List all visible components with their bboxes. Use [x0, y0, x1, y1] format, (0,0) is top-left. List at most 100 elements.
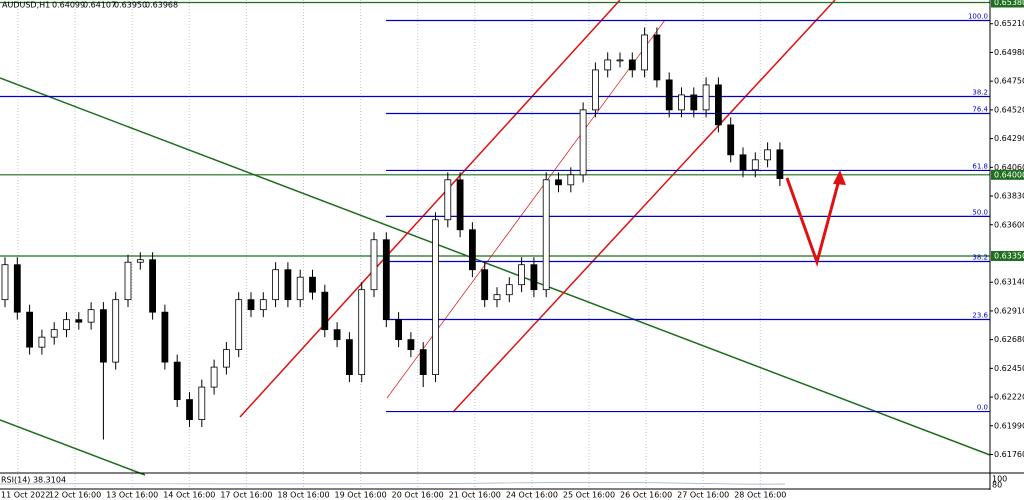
candle-body: [26, 311, 34, 348]
x-tick-label: 14 Oct 16:00: [163, 491, 215, 500]
y-tick-label: 0.62450: [994, 364, 1024, 373]
y-tick-label: 0.64060: [994, 163, 1024, 172]
candle-body: [468, 229, 476, 271]
candle-body: [75, 319, 83, 323]
candle-body: [592, 69, 599, 111]
levels: 100.0 76.4 61.8 50.0 38.2 23.6 0.0 38.2: [0, 1, 990, 413]
candle-body: [715, 84, 722, 126]
y-tick-label: 0.61760: [994, 450, 1024, 459]
y-tick-label: 0.64980: [994, 48, 1024, 57]
x-tick-label: 20 Oct 16:00: [392, 491, 444, 500]
quote-value: 0.64107: [83, 1, 116, 10]
candle-body: [50, 329, 58, 338]
candle-body: [419, 349, 427, 376]
fib-label: 61.8: [972, 162, 988, 170]
candle-body: [653, 34, 661, 81]
y-tick-label: 0.62220: [994, 393, 1024, 402]
indicator-scale: 80: [992, 481, 1002, 490]
candle-body: [124, 261, 132, 301]
y-tick-label: 0.65210: [994, 19, 1024, 28]
x-tick-label: 11 Oct 2022: [1, 491, 50, 500]
candle-body: [727, 124, 735, 156]
candle-body: [87, 309, 95, 323]
candle-body: [481, 269, 489, 301]
candles: [1, 27, 784, 440]
candle-body: [161, 311, 169, 363]
fib-label: 38.2: [972, 89, 988, 97]
candle-body: [1, 264, 9, 301]
channel-line: [239, 0, 621, 418]
fib-label: 50.0: [972, 208, 988, 216]
fib-label: 23.6: [972, 312, 988, 320]
candle-body: [272, 269, 280, 301]
trendline: [0, 419, 146, 476]
x-tick-label: 24 Oct 16:00: [506, 491, 558, 500]
candle-body: [333, 329, 341, 341]
y-tick-label: 0.62680: [994, 335, 1024, 344]
candle-body: [259, 299, 267, 311]
candle-body: [530, 264, 538, 291]
candle-body: [149, 259, 157, 313]
candle-body: [284, 269, 292, 301]
x-tick-label: 21 Oct 16:00: [449, 491, 501, 500]
candle-body: [493, 294, 501, 301]
candle-body: [321, 291, 329, 331]
candle-body: [210, 366, 218, 388]
candle-body: [309, 276, 316, 293]
candle-body: [518, 264, 525, 286]
y-tick-label: 0.63140: [994, 278, 1024, 287]
x-tick-label: 17 Oct 16:00: [220, 491, 272, 500]
candle-body: [678, 94, 685, 111]
candle-body: [38, 336, 46, 348]
y-tick-label: 0.62910: [994, 306, 1024, 315]
candle-body: [186, 399, 193, 420]
candle-body: [235, 299, 243, 351]
x-tick-label: 25 Oct 16:00: [563, 491, 615, 500]
candle-body: [296, 276, 304, 301]
level-badge: [991, 250, 1024, 261]
candle-body: [444, 179, 452, 221]
trendline: [0, 77, 991, 456]
candle-body: [382, 239, 390, 321]
y-tick-label: 0.63600: [994, 220, 1024, 229]
y-tick-label: 0.61990: [994, 421, 1024, 430]
x-tick-label: 28 Oct 16:00: [734, 491, 786, 500]
quote-value: 0.64099: [52, 1, 85, 10]
candle-body: [641, 34, 648, 71]
fib-label: 100.0: [968, 12, 988, 20]
x-tick-label: 13 Oct 16:00: [106, 491, 158, 500]
symbol: AUDUSD,H1: [2, 1, 50, 10]
candle-body: [555, 179, 562, 186]
quote-value: 0.63968: [145, 1, 178, 10]
candle-body: [173, 361, 181, 400]
candle-body: [751, 159, 759, 171]
x-tick-label: 27 Oct 16:00: [677, 491, 729, 500]
x-tick-label: 26 Oct 16:00: [620, 491, 672, 500]
candle-body: [345, 339, 353, 376]
level-label: 0.64000: [994, 170, 1024, 179]
candle-body: [604, 59, 612, 71]
candle-body: [358, 289, 366, 376]
candle-body: [764, 149, 771, 161]
candle-body: [616, 59, 624, 62]
level-badge: [991, 0, 1024, 8]
x-tick-label: 12 Oct 16:00: [49, 491, 101, 500]
level-label: 0.63350: [994, 251, 1024, 260]
rsi-line: [0, 482, 786, 485]
candle-body: [628, 59, 636, 71]
candle-body: [739, 154, 747, 171]
x-tick-label: 19 Oct 16:00: [335, 491, 387, 500]
candle-body: [13, 264, 21, 313]
candle-body: [222, 349, 230, 368]
y-tick-label: 0.64520: [994, 105, 1024, 114]
candle-body: [542, 179, 550, 291]
arrow-head: [833, 170, 846, 185]
y-tick-label: 0.63830: [994, 192, 1024, 201]
candle-body: [112, 299, 120, 363]
candle-body: [136, 259, 144, 263]
candle-body: [665, 79, 673, 111]
level-badge: [991, 169, 1024, 180]
